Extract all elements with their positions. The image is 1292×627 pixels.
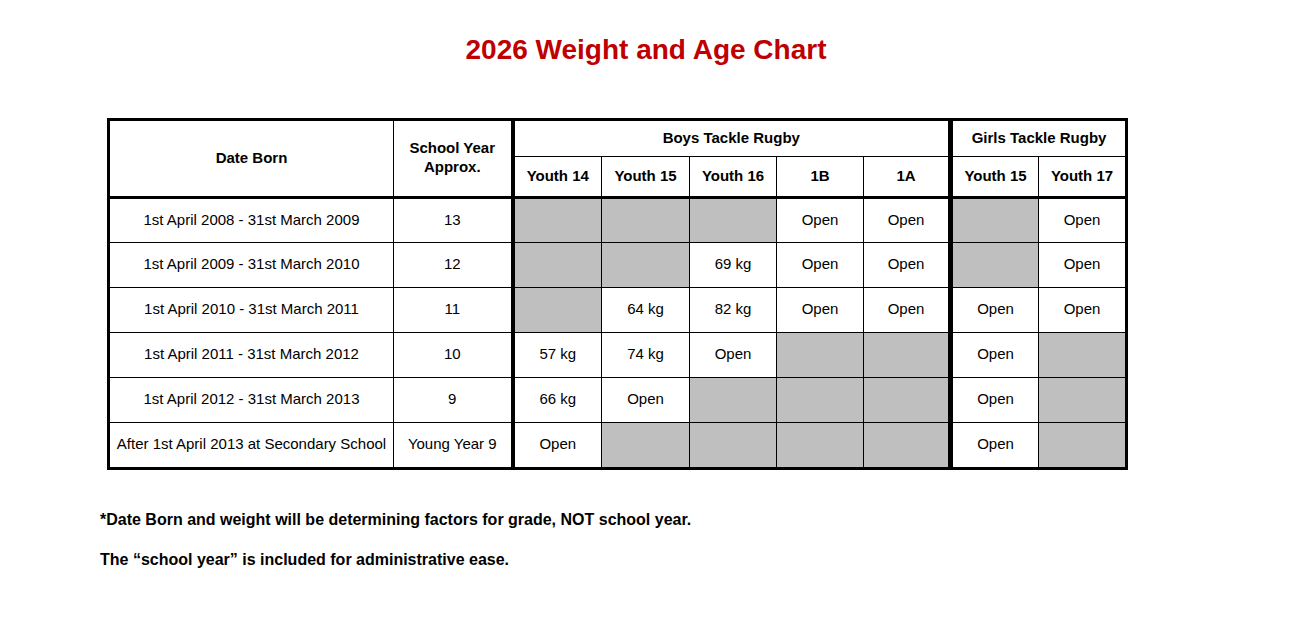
- grade-cell: Open: [690, 332, 777, 377]
- grade-cell: Open: [951, 332, 1039, 377]
- school-year-cell: 11: [394, 287, 513, 332]
- grade-cell: Open: [602, 377, 690, 422]
- column-header-girls-youth-15: Youth 15: [951, 156, 1039, 197]
- table-row: 1st April 2012 - 31st March 2013 9 66 kg…: [109, 377, 1127, 422]
- grade-cell: Open: [1039, 242, 1127, 287]
- date-born-cell: 1st April 2012 - 31st March 2013: [109, 377, 394, 422]
- school-year-cell: 12: [394, 242, 513, 287]
- column-header-boys-1b: 1B: [777, 156, 864, 197]
- grade-cell: Open: [777, 242, 864, 287]
- grade-cell: [864, 422, 951, 468]
- date-born-cell: 1st April 2010 - 31st March 2011: [109, 287, 394, 332]
- column-header-boys-youth-15: Youth 15: [602, 156, 690, 197]
- grade-cell: Open: [1039, 287, 1127, 332]
- school-year-cell: 13: [394, 197, 513, 242]
- grade-cell: [513, 242, 602, 287]
- column-header-school-year: School Year Approx.: [394, 119, 513, 197]
- grade-cell: [777, 422, 864, 468]
- grade-cell: Open: [951, 377, 1039, 422]
- group-header-girls-tackle-rugby: Girls Tackle Rugby: [951, 119, 1127, 156]
- table-row: 1st April 2011 - 31st March 2012 10 57 k…: [109, 332, 1127, 377]
- grade-cell: [513, 287, 602, 332]
- footnote-school-year: The “school year” is included for admini…: [100, 550, 1292, 569]
- school-year-cell: 9: [394, 377, 513, 422]
- page-title: 2026 Weight and Age Chart: [0, 33, 1292, 67]
- grade-cell: Open: [777, 197, 864, 242]
- grade-cell: [951, 242, 1039, 287]
- grade-cell: [1039, 332, 1127, 377]
- grade-cell: 64 kg: [602, 287, 690, 332]
- group-header-boys-tackle-rugby: Boys Tackle Rugby: [513, 119, 951, 156]
- table-row: 1st April 2010 - 31st March 2011 11 64 k…: [109, 287, 1127, 332]
- column-header-date-born: Date Born: [109, 119, 394, 197]
- date-born-cell: 1st April 2008 - 31st March 2009: [109, 197, 394, 242]
- column-header-boys-youth-14: Youth 14: [513, 156, 602, 197]
- grade-cell: Open: [864, 287, 951, 332]
- grade-cell: Open: [951, 422, 1039, 468]
- grade-cell: [1039, 422, 1127, 468]
- column-header-boys-1a: 1A: [864, 156, 951, 197]
- grade-cell: Open: [1039, 197, 1127, 242]
- weight-age-table: Date Born School Year Approx. Boys Tackl…: [107, 118, 1128, 470]
- grade-cell: [513, 197, 602, 242]
- grade-cell: [777, 377, 864, 422]
- grade-cell: [602, 422, 690, 468]
- grade-cell: [690, 197, 777, 242]
- grade-cell: [864, 377, 951, 422]
- grade-cell: 66 kg: [513, 377, 602, 422]
- grade-cell: 69 kg: [690, 242, 777, 287]
- date-born-cell: After 1st April 2013 at Secondary School: [109, 422, 394, 468]
- grade-cell: [690, 377, 777, 422]
- grade-cell: Open: [513, 422, 602, 468]
- grade-cell: 74 kg: [602, 332, 690, 377]
- grade-cell: [1039, 377, 1127, 422]
- grade-cell: [602, 242, 690, 287]
- grade-cell: 82 kg: [690, 287, 777, 332]
- grade-cell: 57 kg: [513, 332, 602, 377]
- table-row: After 1st April 2013 at Secondary School…: [109, 422, 1127, 468]
- grade-cell: Open: [864, 197, 951, 242]
- grade-cell: [602, 197, 690, 242]
- date-born-cell: 1st April 2009 - 31st March 2010: [109, 242, 394, 287]
- column-header-boys-youth-16: Youth 16: [690, 156, 777, 197]
- grade-cell: Open: [951, 287, 1039, 332]
- column-header-girls-youth-17: Youth 17: [1039, 156, 1127, 197]
- grade-cell: [951, 197, 1039, 242]
- grade-cell: [777, 332, 864, 377]
- school-year-cell: 10: [394, 332, 513, 377]
- table-row: 1st April 2009 - 31st March 2010 12 69 k…: [109, 242, 1127, 287]
- school-year-cell: Young Year 9: [394, 422, 513, 468]
- grade-cell: [864, 332, 951, 377]
- table-header-group-row: Date Born School Year Approx. Boys Tackl…: [109, 119, 1127, 156]
- grade-cell: Open: [864, 242, 951, 287]
- grade-cell: Open: [777, 287, 864, 332]
- footnote-date-born-weight: *Date Born and weight will be determinin…: [100, 510, 1292, 529]
- footnotes: *Date Born and weight will be determinin…: [100, 510, 1292, 569]
- table-row: 1st April 2008 - 31st March 2009 13 Open…: [109, 197, 1127, 242]
- grade-cell: [690, 422, 777, 468]
- date-born-cell: 1st April 2011 - 31st March 2012: [109, 332, 394, 377]
